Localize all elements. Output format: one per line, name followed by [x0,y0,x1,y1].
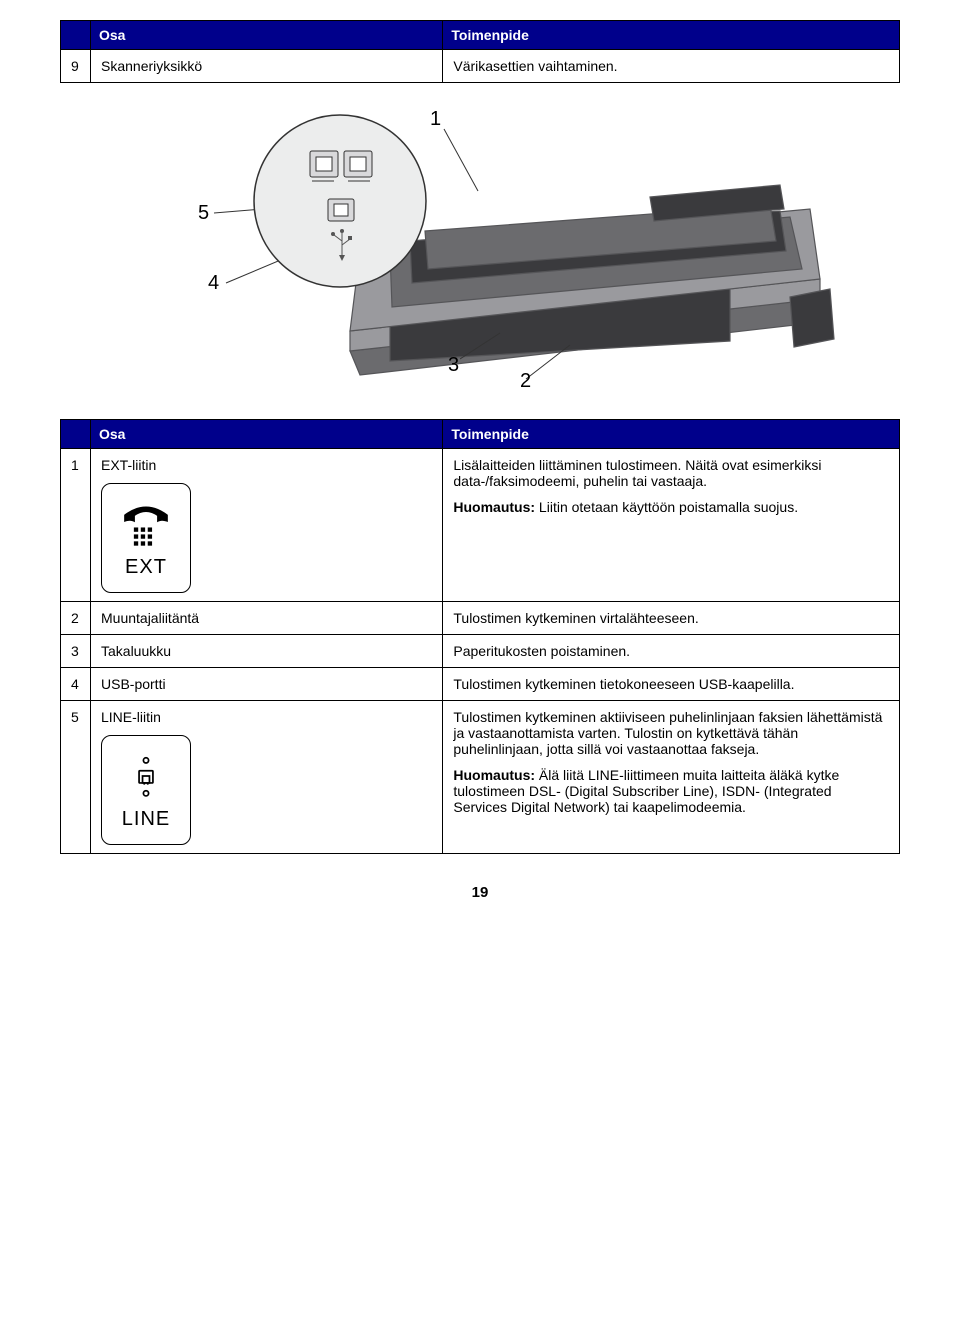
action-text: Tulostimen kytkeminen aktiiviseen puheli… [453,709,889,757]
row-action: Värikasettien vaihtaminen. [443,50,900,83]
row-num: 1 [61,449,91,602]
row-name: USB-portti [91,668,443,701]
ext-label: EXT [125,556,167,579]
row-action: Tulostimen kytkeminen virtalähteeseen. [443,602,900,635]
row-action: Tulostimen kytkeminen tietokoneeseen USB… [443,668,900,701]
parts-table-bottom: Osa Toimenpide 1 EXT-liitin [60,419,900,854]
row-num: 9 [61,50,91,83]
col-toimenpide-header: Toimenpide [443,420,900,449]
line-label: LINE [122,808,170,831]
row-action: Lisälaitteiden liittäminen tulostimeen. … [443,449,900,602]
row-num: 2 [61,602,91,635]
table-row: 2 Muuntajaliitäntä Tulostimen kytkeminen… [61,602,900,635]
row-action: Paperitukosten poistaminen. [443,635,900,668]
table-row: 3 Takaluukku Paperitukosten poistaminen. [61,635,900,668]
row-name: LINE-liitin LINE [91,701,443,854]
row-num: 3 [61,635,91,668]
col-num-header [61,420,91,449]
ext-port-icon: EXT [101,483,191,593]
row-name: Skanneriyksikkö [91,50,443,83]
table-row: 4 USB-portti Tulostimen kytkeminen tieto… [61,668,900,701]
row-num: 5 [61,701,91,854]
magnifier-inset [254,115,426,287]
line-port-icon: LINE [101,735,191,845]
table-row: 5 LINE-liitin LINE [61,701,900,854]
callout-2: 2 [520,370,531,392]
action-note: Huomautus: Älä liitä LINE-liittimeen mui… [453,767,889,815]
row-name: Takaluukku [91,635,443,668]
col-num-header [61,21,91,50]
note-label: Huomautus: [453,767,535,783]
table-row: 9 Skanneriyksikkö Värikasettien vaihtami… [61,50,900,83]
note-label: Huomautus: [453,499,535,515]
row-name: EXT-liitin EXT [91,449,443,602]
col-toimenpide-header: Toimenpide [443,21,900,50]
printer-rear-diagram: 1 2 3 4 5 [60,101,900,401]
printer-rear-svg: 1 2 3 4 5 [90,101,870,401]
table-row: 1 EXT-liitin EXT [61,449,900,602]
phone-handset-icon [120,498,172,550]
wall-jack-icon [120,750,172,802]
action-note: Huomautus: Liitin otetaan käyttöön poist… [453,499,889,515]
note-text: Liitin otetaan käyttöön poistamalla suoj… [535,499,798,515]
action-text: Lisälaitteiden liittäminen tulostimeen. … [453,457,889,489]
callout-3: 3 [448,354,459,376]
row-num: 4 [61,668,91,701]
row-name: Muuntajaliitäntä [91,602,443,635]
row-action: Tulostimen kytkeminen aktiiviseen puheli… [443,701,900,854]
callout-4: 4 [208,272,219,294]
parts-table-top: Osa Toimenpide 9 Skanneriyksikkö Värikas… [60,20,900,83]
callout-1: 1 [430,108,441,130]
col-osa-header: Osa [91,21,443,50]
page-number: 19 [60,884,900,901]
callout-5: 5 [198,202,209,224]
col-osa-header: Osa [91,420,443,449]
